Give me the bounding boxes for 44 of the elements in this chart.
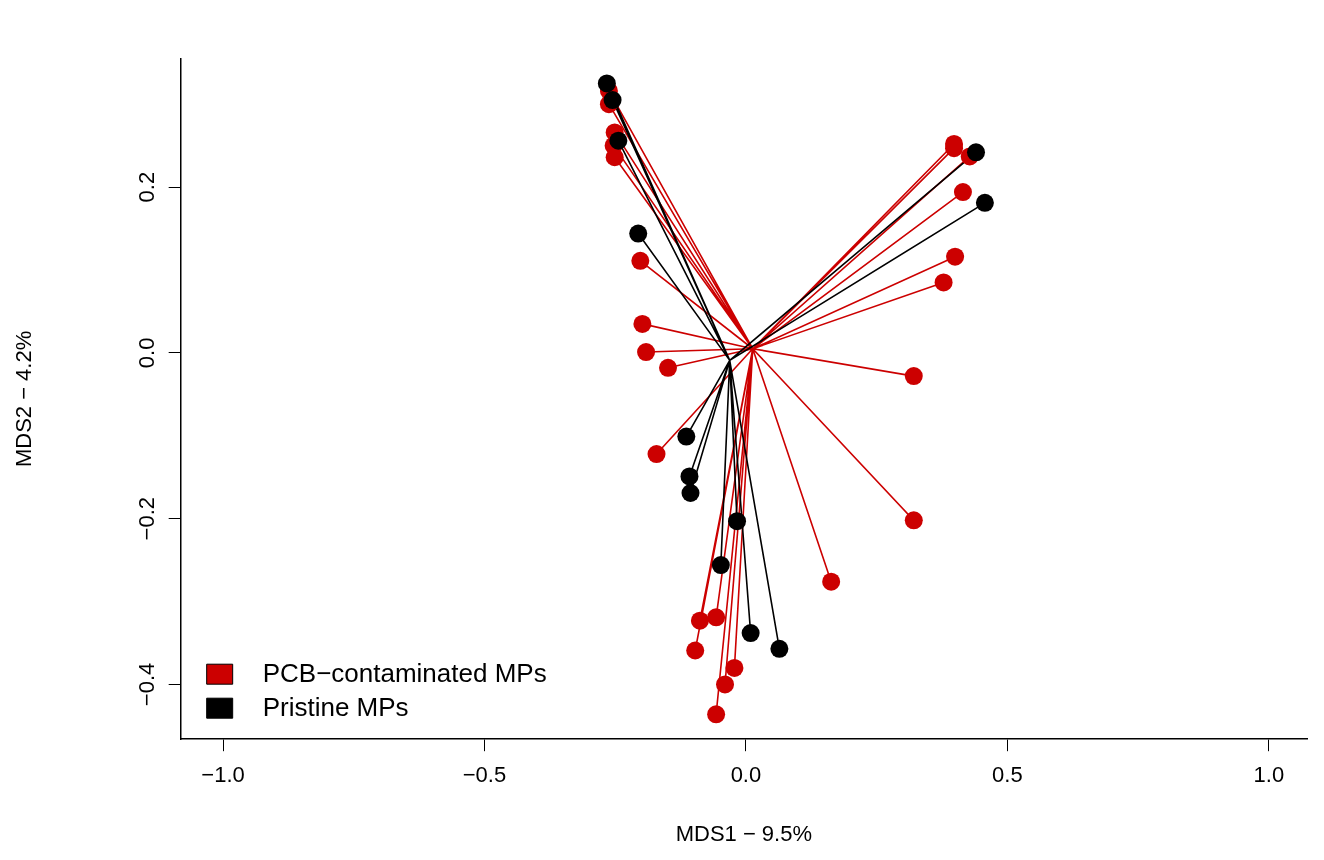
point — [597, 74, 616, 93]
y-axis-title: MDS2 − 4.2% — [11, 330, 37, 468]
x-tick-label: 1.0 — [1253, 762, 1285, 788]
x-tick-label: −1.0 — [201, 762, 245, 788]
y-tick-label: 0.0 — [133, 337, 159, 369]
point — [690, 611, 709, 630]
point — [629, 224, 648, 243]
point — [659, 358, 678, 377]
point — [637, 343, 656, 362]
point — [681, 483, 700, 502]
legend-label: PCB−contaminated MPs — [262, 658, 547, 689]
point — [707, 705, 726, 724]
point — [711, 556, 730, 575]
point — [953, 183, 972, 202]
point — [770, 639, 789, 658]
y-tick-label: −0.4 — [133, 662, 159, 707]
x-tick-label: −0.5 — [462, 762, 507, 788]
point — [741, 624, 760, 643]
point — [633, 314, 652, 333]
point — [904, 367, 923, 386]
point — [605, 148, 624, 167]
point — [904, 511, 923, 530]
x-axis-title: MDS1 − 9.5% — [675, 820, 813, 846]
point — [728, 512, 747, 531]
x-tick-label: 0.5 — [992, 762, 1023, 788]
point — [707, 608, 726, 627]
point — [967, 143, 986, 162]
point — [647, 445, 666, 464]
legend-label: Pristine MPs — [262, 692, 409, 723]
point — [946, 247, 965, 266]
point — [631, 251, 650, 270]
point — [822, 572, 841, 591]
point — [725, 658, 744, 677]
point — [609, 131, 628, 150]
point — [680, 467, 699, 486]
x-tick-label: 0.0 — [730, 762, 762, 788]
point — [603, 91, 622, 110]
point — [686, 641, 705, 660]
point — [975, 193, 994, 212]
point — [677, 427, 696, 446]
y-tick-label: 0.2 — [133, 171, 159, 203]
point — [716, 675, 735, 694]
y-tick-label: −0.2 — [133, 496, 159, 541]
point — [934, 273, 953, 292]
